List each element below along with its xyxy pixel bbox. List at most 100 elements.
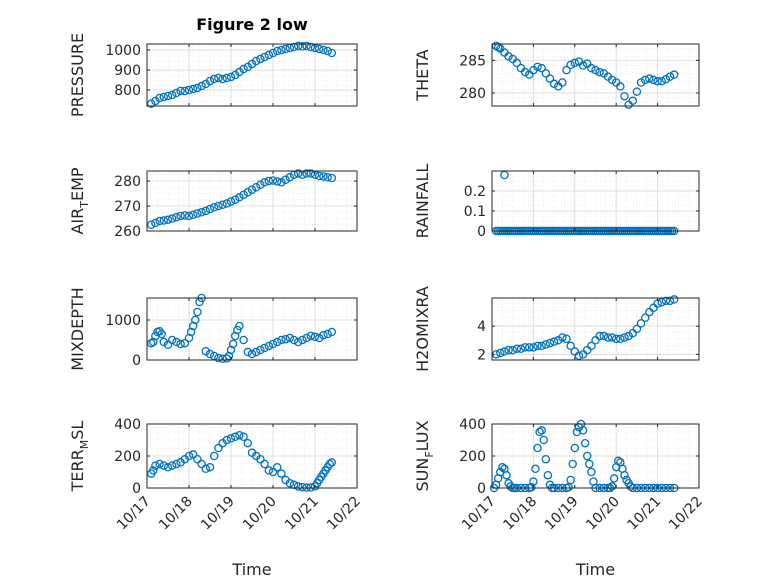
data-point xyxy=(665,296,675,306)
data-point xyxy=(155,93,164,103)
y-axis-label-part: SL xyxy=(68,421,87,440)
data-point xyxy=(193,83,202,93)
data-point xyxy=(157,329,166,339)
data-point xyxy=(603,333,613,342)
data-point xyxy=(298,482,307,492)
data-point xyxy=(239,64,248,74)
data-point xyxy=(264,466,274,475)
data-point xyxy=(657,297,666,307)
data-point xyxy=(626,482,635,491)
axes-box xyxy=(146,170,358,232)
y-tick-label: 0 xyxy=(477,224,486,240)
data-point xyxy=(230,432,240,442)
data-point xyxy=(512,344,522,353)
data-point xyxy=(235,192,244,202)
data-point xyxy=(235,430,244,440)
y-tick-label: 2 xyxy=(477,347,486,363)
data-point xyxy=(566,60,575,70)
data-point xyxy=(222,435,232,445)
data-point xyxy=(504,345,513,355)
data-point xyxy=(640,313,650,322)
data-point xyxy=(188,210,198,219)
x-axis-label: Time xyxy=(575,560,615,579)
data-point xyxy=(268,467,278,477)
data-point xyxy=(587,467,596,477)
data-point xyxy=(578,426,588,435)
y-tick-label: 400 xyxy=(459,417,486,433)
y-tick-label: 200 xyxy=(459,449,486,465)
data-point xyxy=(277,469,286,478)
data-point xyxy=(184,211,194,221)
data-point xyxy=(587,341,596,351)
y-axis-label: AIRTEMP xyxy=(68,167,91,234)
y-axis-label: MIXDEPTH xyxy=(68,287,87,370)
y-tick-label: 800 xyxy=(114,83,141,99)
data-point xyxy=(289,42,299,52)
data-point xyxy=(640,75,650,85)
data-point xyxy=(226,197,236,206)
data-point xyxy=(323,46,332,56)
data-point xyxy=(222,199,232,208)
data-point xyxy=(520,343,530,352)
data-point xyxy=(149,466,158,475)
data-point xyxy=(319,172,328,181)
data-point xyxy=(180,211,190,220)
y-axis-label-part: EMP xyxy=(68,167,87,201)
data-point xyxy=(491,41,501,51)
data-point xyxy=(233,325,242,335)
data-point xyxy=(222,73,232,83)
data-point xyxy=(285,172,295,182)
data-point xyxy=(281,334,290,344)
data-point xyxy=(506,482,515,491)
data-point xyxy=(159,216,169,225)
data-point xyxy=(172,337,181,347)
data-point xyxy=(539,435,549,445)
data-point xyxy=(657,76,666,86)
data-point xyxy=(319,330,328,340)
y-tick-label: 280 xyxy=(114,174,141,190)
data-point xyxy=(272,177,282,186)
data-point xyxy=(549,337,559,346)
data-point xyxy=(498,462,507,472)
data-point xyxy=(535,427,544,437)
data-point xyxy=(665,72,675,81)
data-point xyxy=(661,296,671,306)
data-point xyxy=(537,63,546,73)
axes-box xyxy=(491,297,700,361)
data-point xyxy=(572,427,582,437)
data-point xyxy=(247,185,257,194)
data-point xyxy=(201,346,211,356)
y-tick-label: 1000 xyxy=(105,313,141,329)
data-point xyxy=(541,454,551,464)
data-point xyxy=(649,75,658,85)
data-point xyxy=(620,91,629,101)
data-point xyxy=(327,458,337,467)
data-point xyxy=(163,91,173,101)
y-tick-label: 900 xyxy=(114,63,141,79)
y-tick-label: 270 xyxy=(114,199,141,215)
data-point xyxy=(243,438,253,448)
data-point xyxy=(306,169,316,178)
data-point xyxy=(201,464,211,474)
subplot-air_temp: 260 270 280 AIRTEMP xyxy=(68,167,358,240)
data-point xyxy=(226,72,236,82)
series-pressure xyxy=(146,41,337,108)
data-point xyxy=(146,99,156,108)
data-point xyxy=(533,62,542,72)
data-point xyxy=(306,331,316,341)
data-point xyxy=(661,74,671,84)
data-point xyxy=(285,478,295,488)
data-point xyxy=(222,354,232,363)
data-point xyxy=(260,343,269,353)
y-axis-label-part: MIXDEPTH xyxy=(68,287,87,370)
data-point xyxy=(218,74,227,84)
data-point xyxy=(537,426,546,435)
data-point xyxy=(239,190,248,199)
data-point xyxy=(285,333,295,343)
data-point xyxy=(159,92,169,102)
y-axis-label-part: LUX xyxy=(413,420,432,451)
data-point xyxy=(607,333,617,342)
data-point xyxy=(306,42,316,52)
data-point xyxy=(620,470,629,480)
